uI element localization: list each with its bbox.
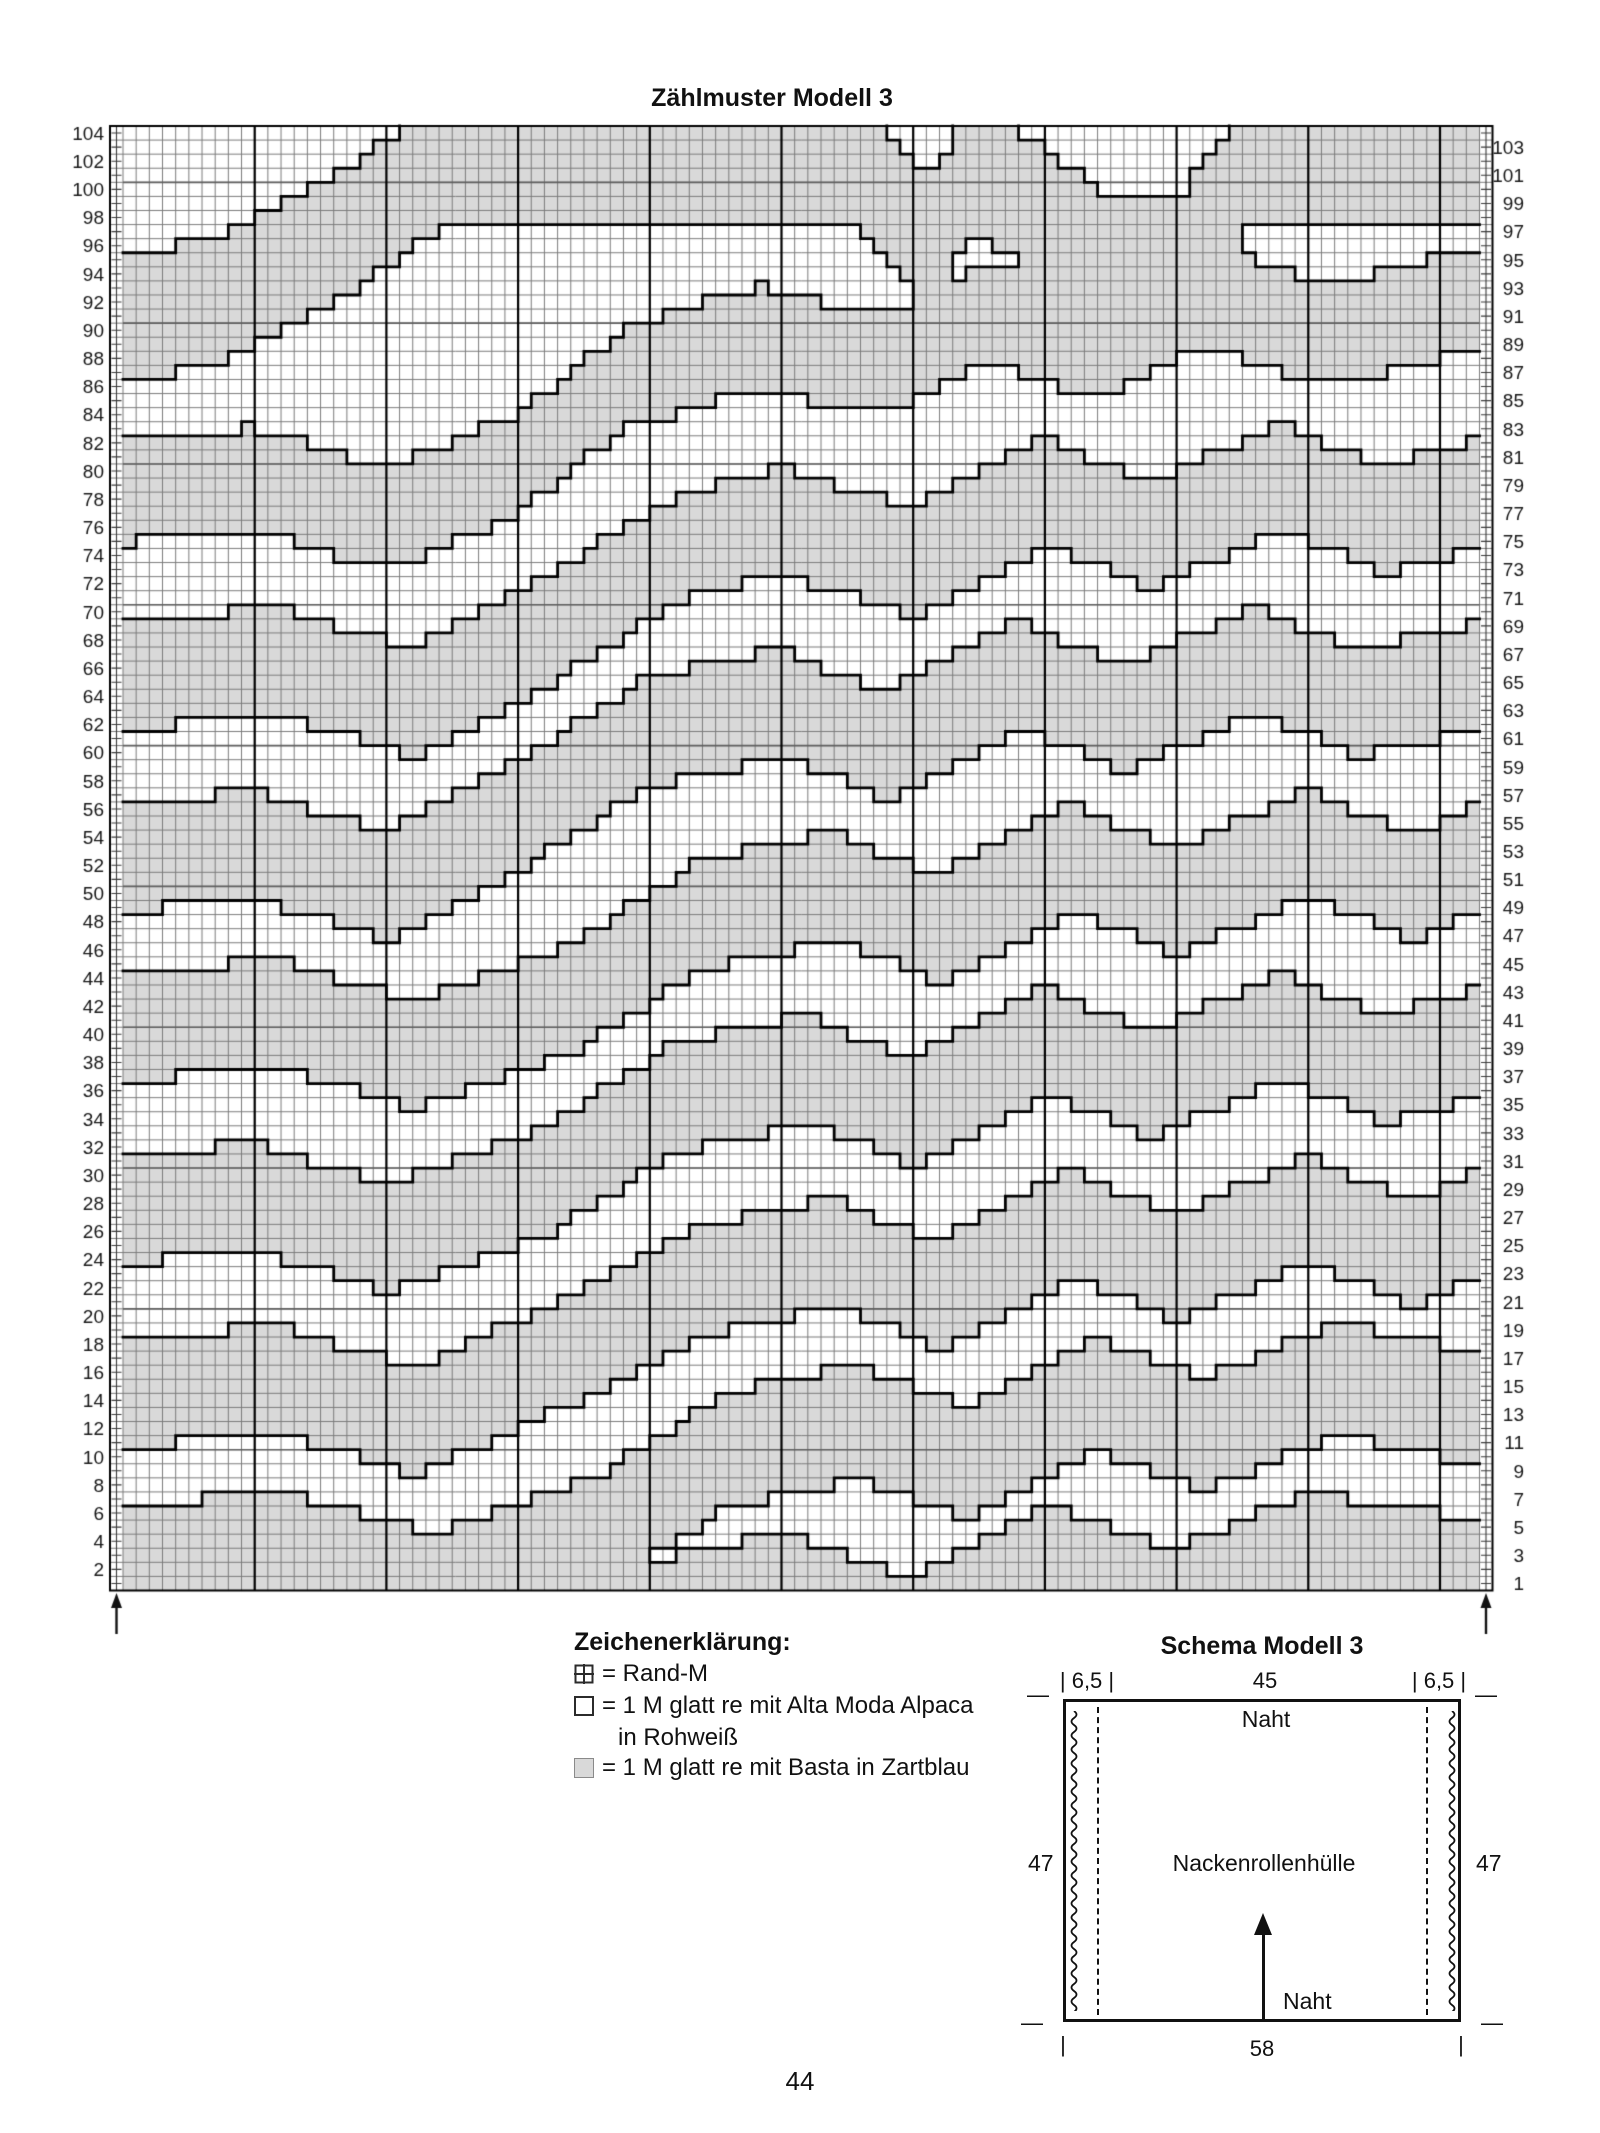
legend-item-gray: = 1 M glatt re mit Basta in Zartblau bbox=[574, 1754, 970, 1782]
legend-title: Zeichenerklärung: bbox=[574, 1628, 791, 1656]
schema-width-center: 45 bbox=[1252, 1668, 1278, 1693]
schema-height-left: 47 bbox=[1028, 1850, 1054, 1876]
legend-item-rand-m: = Rand-M bbox=[574, 1660, 708, 1688]
schema-width-right: | 6,5 | bbox=[1411, 1668, 1467, 1693]
selvedge-zigzag-left bbox=[1070, 1711, 1078, 2011]
fold-line-left bbox=[1097, 1707, 1099, 2015]
corner-dash-bottom-left: — bbox=[1021, 2010, 1043, 2035]
gray-square-icon bbox=[574, 1758, 594, 1778]
legend-label: = 1 M glatt re mit Alta Moda Alpaca bbox=[602, 1692, 974, 1719]
legend-label-wrap: in Rohweiß bbox=[618, 1724, 739, 1751]
schema-height-right: 47 bbox=[1476, 1850, 1502, 1876]
corner-tick-bottom-right: | bbox=[1458, 2032, 1464, 2057]
legend-label: = Rand-M bbox=[602, 1660, 709, 1687]
schema-piece-label: Nackenrollenhülle bbox=[1172, 1850, 1356, 1876]
corner-dash-top-right: — bbox=[1475, 1682, 1497, 1707]
schema-bottom-width: 58 bbox=[1249, 2036, 1275, 2061]
schema-title: Schema Modell 3 bbox=[1160, 1632, 1364, 1660]
seam-arrow-line bbox=[1262, 1933, 1265, 2020]
corner-dash-bottom-right: — bbox=[1481, 2010, 1503, 2035]
seam-arrow-icon bbox=[1254, 1913, 1272, 1935]
chart-title: Zählmuster Modell 3 bbox=[651, 84, 893, 112]
corner-dash-top-left: — bbox=[1027, 1682, 1049, 1707]
seam-label-bottom: Naht bbox=[1283, 1988, 1332, 2014]
fold-line-right bbox=[1426, 1707, 1428, 2015]
rand-m-icon bbox=[574, 1664, 594, 1684]
legend-item-white: = 1 M glatt re mit Alta Moda Alpaca bbox=[574, 1692, 974, 1720]
white-square-icon bbox=[574, 1696, 594, 1716]
page-number: 44 bbox=[785, 2066, 815, 2096]
selvedge-zigzag-right bbox=[1448, 1711, 1456, 2011]
legend-label: = 1 M glatt re mit Basta in Zartblau bbox=[602, 1754, 970, 1781]
corner-tick-bottom-left: | bbox=[1060, 2032, 1066, 2057]
seam-label-top: Naht bbox=[1241, 1706, 1291, 1732]
schema-width-left: | 6,5 | bbox=[1059, 1668, 1115, 1693]
